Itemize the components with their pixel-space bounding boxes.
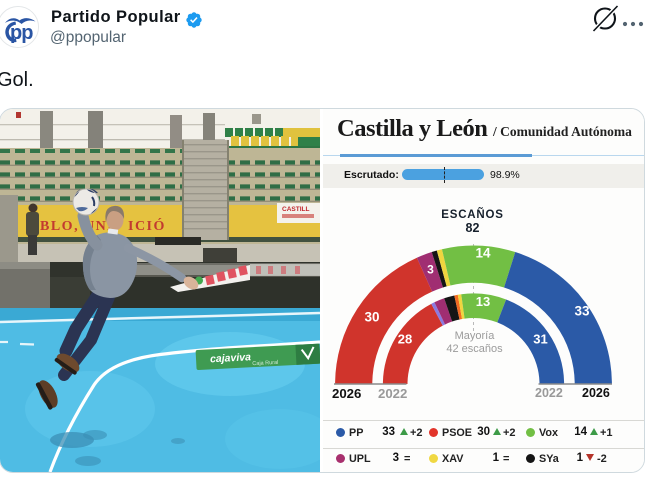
svg-text:CASTILL: CASTILL xyxy=(282,206,309,213)
svg-text:cajaviva: cajaviva xyxy=(210,351,252,365)
svg-text:13: 13 xyxy=(476,294,490,309)
svg-text:28: 28 xyxy=(398,331,412,346)
svg-text:pp: pp xyxy=(10,22,33,44)
svg-text:14: 14 xyxy=(475,246,491,261)
svg-text:3: 3 xyxy=(427,263,434,277)
svg-text:BLO, UNA: BLO, UNA xyxy=(40,219,119,234)
svg-text:30: 30 xyxy=(364,310,379,325)
svg-text:31: 31 xyxy=(533,331,547,346)
svg-text:ICIÓ: ICIÓ xyxy=(128,217,166,234)
svg-text:33: 33 xyxy=(574,304,590,319)
svg-text:Caja Rural: Caja Rural xyxy=(252,360,278,367)
